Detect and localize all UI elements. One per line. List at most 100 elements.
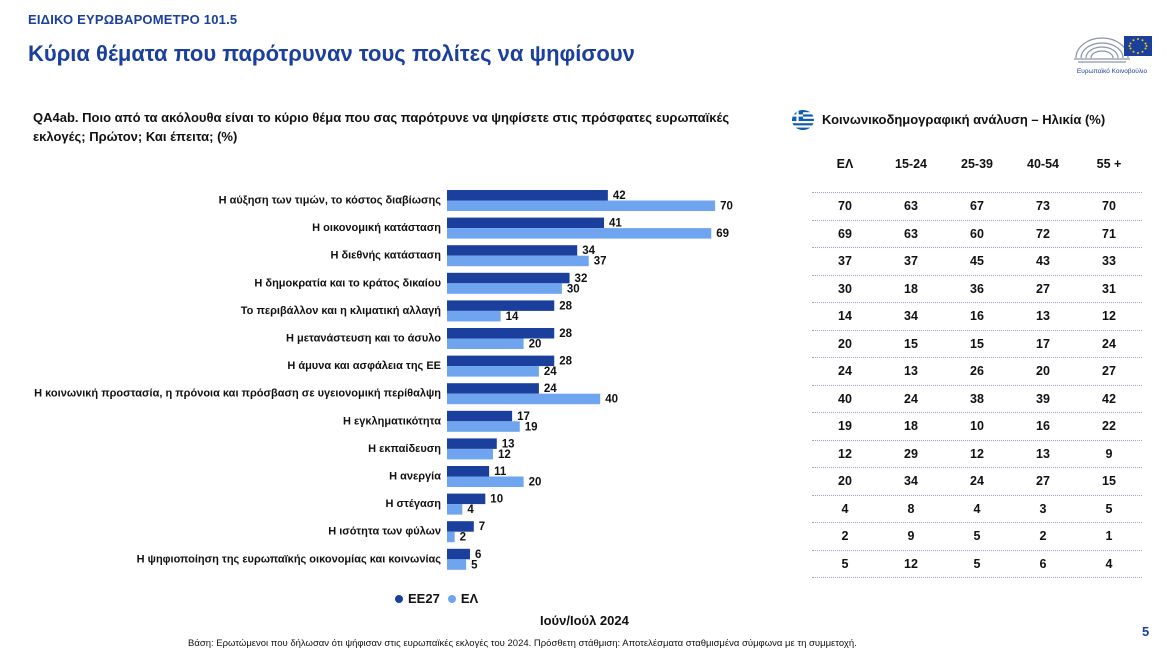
chart-legend: ΕΕ27 ΕΛ [395, 591, 486, 606]
table-cell: 2 [841, 529, 849, 544]
table-cell: 71 [1102, 226, 1116, 241]
table-cell: 22 [1102, 419, 1116, 434]
table-cell: 6 [1039, 556, 1047, 571]
table-cell: 3 [1039, 501, 1047, 516]
bar-chart: Η αύξηση των τιμών, το κόστος διαβίωσης 4… [34, 190, 733, 571]
bar-eu27 [447, 272, 570, 284]
table-cell: 27 [1036, 281, 1050, 296]
table-row: 14 34 16 13 12 [812, 303, 1142, 331]
data-label-el: 37 [594, 256, 607, 268]
table-cell: 5 [1105, 501, 1113, 516]
table-row: 24 13 26 20 27 [812, 358, 1142, 386]
data-label-eu27: 17 [517, 411, 530, 423]
table-cell: 14 [838, 309, 852, 324]
data-label-eu27: 6 [475, 549, 481, 561]
table-cell: 34 [904, 309, 918, 324]
legend-label-eu27: ΕΕ27 [408, 591, 440, 606]
table-cell: 37 [838, 254, 852, 269]
table-cell: 20 [1036, 364, 1050, 379]
bar-el [447, 200, 716, 211]
question-text: QA4ab. Ποιο από τα ακόλουθα είναι το κύρ… [33, 110, 730, 144]
table-cell: 60 [970, 226, 984, 241]
table-cell: 24 [970, 474, 984, 489]
table-row: 30 18 36 27 31 [812, 276, 1142, 303]
table-cell: 9 [1105, 446, 1113, 461]
european-parliament-logo-icon [1074, 36, 1152, 63]
table-cell: 70 [838, 199, 852, 214]
table-cell: 15 [904, 336, 918, 351]
legend-item-el: ΕΛ [447, 591, 478, 606]
table-row: 5 12 5 6 4 [812, 551, 1142, 578]
table-row: 12 29 12 13 9 [812, 441, 1142, 468]
legend-item-eu27: ΕΕ27 [395, 591, 440, 606]
table-title: Κοινωνικοδημογραφική ανάλυση – Ηλικία (%… [822, 112, 1106, 127]
data-label-eu27: 11 [494, 466, 507, 478]
table-cell: 12 [1102, 309, 1116, 324]
table-cell: 37 [904, 254, 918, 269]
category-label: Η διεθνής κατάσταση [330, 250, 441, 262]
bar-el [447, 283, 562, 294]
data-label-el: 40 [605, 394, 618, 406]
table-cell: 29 [904, 446, 918, 461]
table-cell: 43 [1036, 254, 1050, 269]
table-cell: 20 [838, 474, 852, 489]
table-cell: 31 [1102, 281, 1116, 296]
table-cell: 9 [907, 529, 915, 544]
table-row: 70 63 67 73 70 [812, 193, 1142, 221]
category-label: Το περιβάλλον και η κλιματική αλλαγή [241, 305, 441, 317]
data-label-el: 19 [525, 421, 538, 433]
table-cell: 19 [838, 419, 852, 434]
table-column-header: 40-54 [1027, 156, 1059, 171]
bar-el [447, 531, 455, 543]
table-row: 40 24 38 39 42 [812, 386, 1142, 413]
data-label-eu27: 34 [582, 245, 595, 257]
bar-eu27 [447, 300, 555, 311]
table-column-header: ΕΛ [836, 156, 854, 171]
table-row: 20 34 24 27 15 [812, 468, 1142, 496]
table-column-header: 25-39 [961, 156, 993, 171]
table-cell: 63 [904, 199, 918, 214]
table-cell: 38 [970, 391, 984, 406]
table-cell: 24 [1102, 336, 1116, 351]
survey-period: Ιούν/Ιούλ 2024 [540, 613, 629, 628]
bar-el [447, 310, 501, 322]
table-header-row: ΕΛ 15-24 25-39 40-54 55 + [812, 150, 1142, 177]
data-label-el: 14 [506, 311, 519, 323]
table-cell: 27 [1036, 474, 1050, 489]
bar-eu27 [447, 383, 539, 394]
bar-eu27 [447, 548, 470, 560]
category-label: Η ανεργία [389, 471, 441, 483]
legend-dot-el-icon [447, 594, 456, 603]
bar-el [447, 393, 601, 405]
data-label-eu27: 28 [559, 328, 572, 340]
table-cell: 18 [904, 281, 918, 296]
bar-el [447, 338, 524, 349]
bar-eu27 [447, 190, 608, 201]
bar-eu27 [447, 438, 497, 449]
data-label-eu27: 13 [502, 438, 515, 450]
bar-eu27 [447, 493, 486, 505]
bar-el [447, 255, 589, 267]
data-label-eu27: 10 [490, 494, 503, 506]
category-label: Η ψηφιοποίηση της ευρωπαϊκής οικονομίας … [137, 553, 442, 565]
page-number: 5 [1142, 624, 1150, 639]
table-cell: 13 [1036, 309, 1050, 324]
base-note: Βάση: Ερωτώμενοι που δήλωσαν ότι ψήφισαν… [188, 638, 857, 649]
data-label-el: 24 [544, 366, 557, 378]
bar-el [447, 228, 712, 239]
logo-text: Ευρωπαϊκό Κοινοβούλιο [1076, 68, 1148, 75]
data-label-el: 4 [467, 504, 474, 516]
table-cell: 27 [1102, 364, 1116, 379]
data-label-el: 20 [529, 339, 542, 351]
table-body: 70 63 67 73 70 69 63 60 72 71 37 37 45 43 33 30 18 36 27 31… [812, 192, 1142, 578]
table-cell: 17 [1036, 336, 1050, 351]
table-cell: 13 [904, 364, 918, 379]
age-breakdown-table: ΕΛ 15-24 25-39 40-54 55 + 70 63 67 73 70 69 63 60 72… [812, 150, 1142, 578]
table-row: 20 15 15 17 24 [812, 331, 1142, 358]
data-label-eu27: 28 [559, 356, 572, 368]
bar-eu27 [447, 466, 490, 477]
category-label: Η εκπαίδευση [368, 443, 441, 455]
table-cell: 73 [1036, 199, 1050, 214]
data-label-eu27: 7 [479, 521, 485, 533]
table-cell: 42 [1102, 391, 1116, 406]
